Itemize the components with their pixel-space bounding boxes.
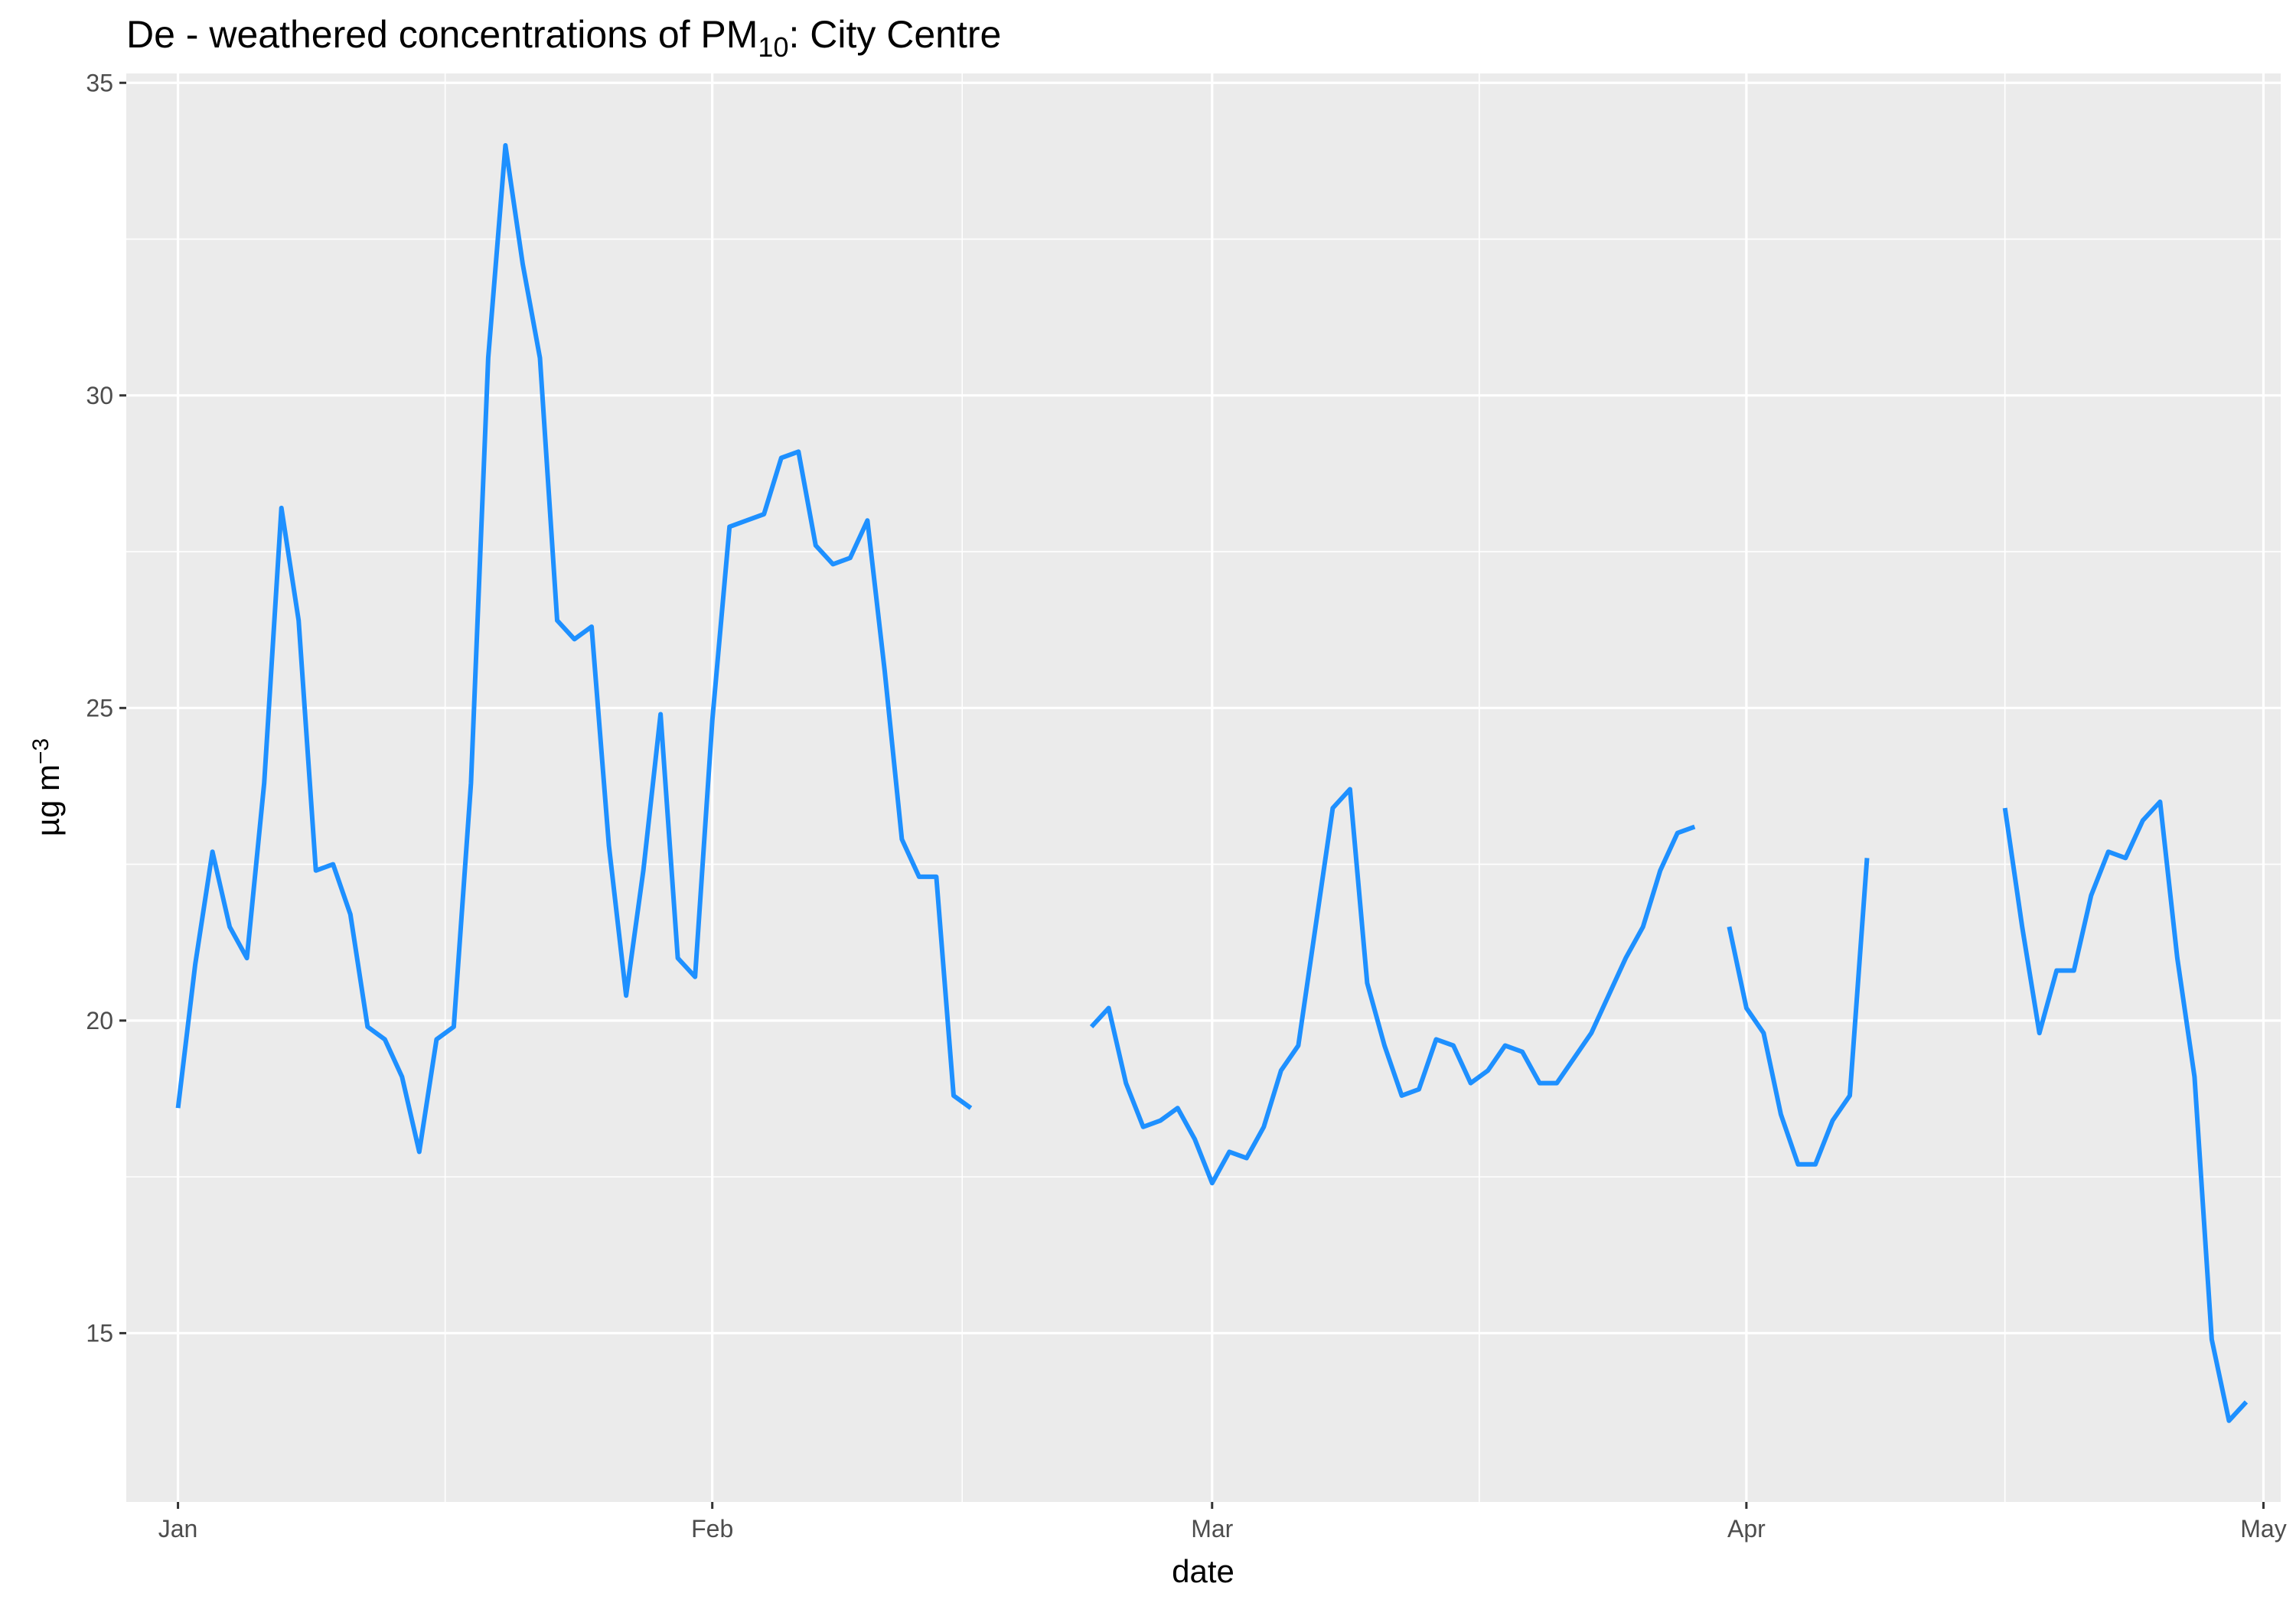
x-tick-label: Mar	[1191, 1515, 1233, 1542]
x-tick-label: Jan	[158, 1515, 198, 1542]
series-segment-1	[175, 143, 973, 1155]
plot-panel	[126, 73, 2281, 1502]
series-segment-3	[1727, 858, 1870, 1167]
x-axis: Jan Feb Mar Apr May	[158, 1502, 2287, 1542]
y-axis-title: µg m−3	[28, 738, 66, 836]
chart-title-main: De - weathered concentrations of PM	[126, 13, 758, 56]
chart-title-suffix: : City Centre	[788, 13, 1001, 56]
y-axis-title-main: µg m	[30, 764, 66, 836]
chart-title-subscript: 10	[758, 31, 788, 63]
y-tick-label: 20	[86, 1007, 113, 1034]
y-tick-label: 25	[86, 694, 113, 722]
y-axis-title-superscript: −3	[28, 738, 54, 764]
x-tick-label: Apr	[1727, 1515, 1766, 1542]
series-lines	[175, 143, 2249, 1423]
y-tick-label: 35	[86, 69, 113, 96]
y-tick-label: 30	[86, 382, 113, 409]
y-axis: 15 20 25 30 35	[86, 69, 126, 1347]
y-tick-label: 15	[86, 1319, 113, 1347]
x-axis-title: date	[1172, 1553, 1234, 1589]
series-segment-4	[2002, 799, 2249, 1423]
x-tick-label: Feb	[691, 1515, 733, 1542]
minor-gridlines	[126, 73, 2281, 1502]
chart-title: De - weathered concentrations of PM10: C…	[126, 13, 1001, 63]
series-segment-2	[1089, 787, 1696, 1186]
x-tick-label: May	[2240, 1515, 2286, 1542]
